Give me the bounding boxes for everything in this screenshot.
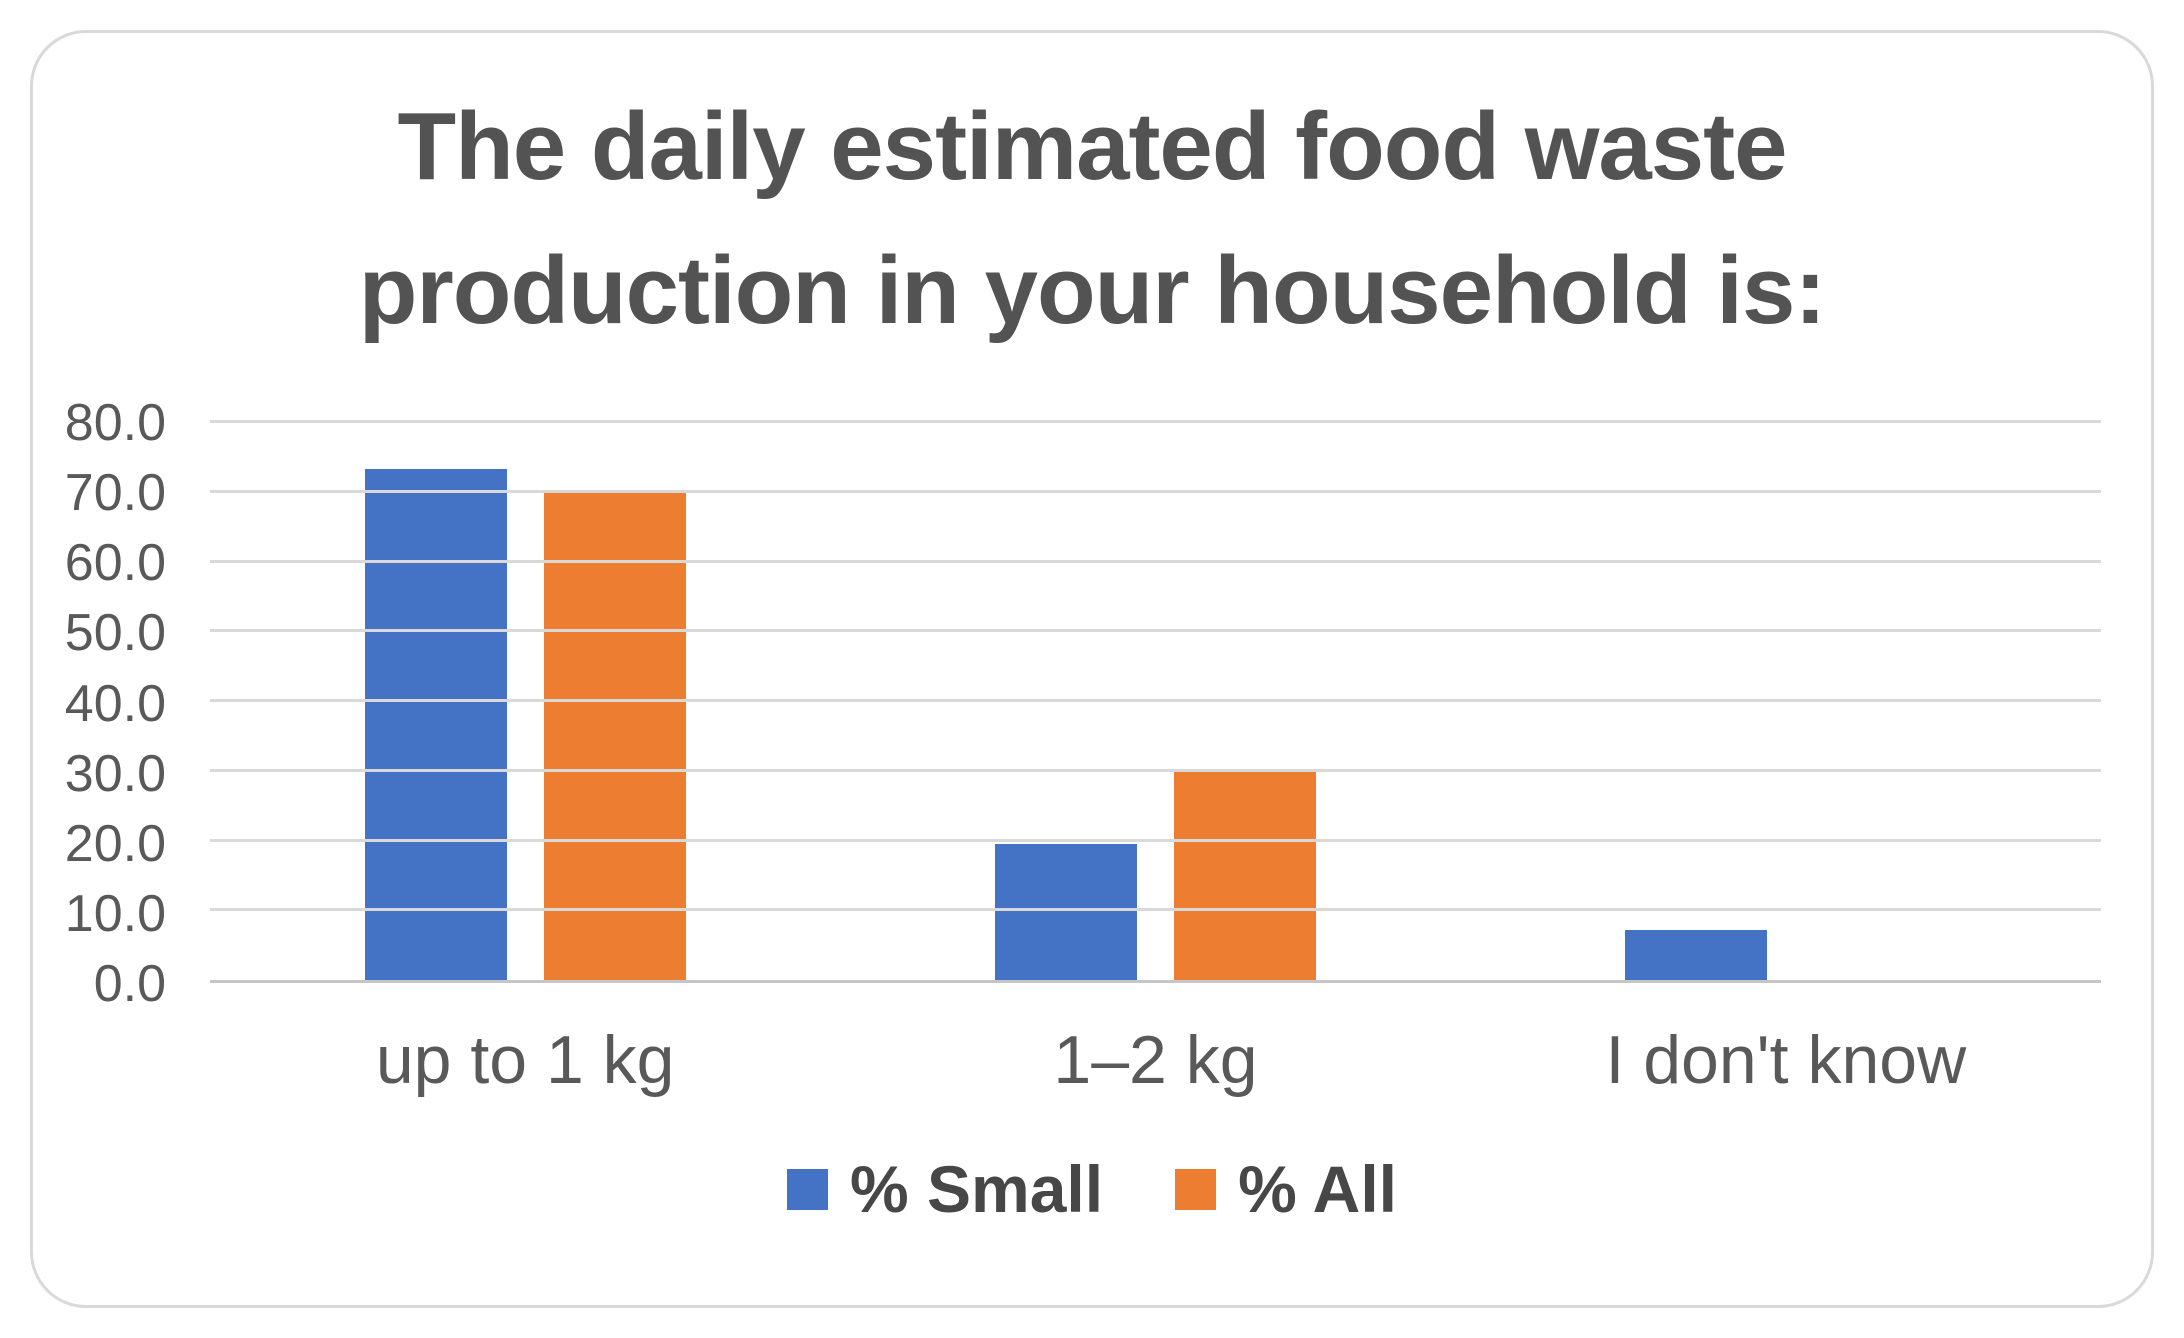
y-tick-label: 40.0 xyxy=(64,674,166,733)
legend-label: % All xyxy=(1238,1152,1398,1226)
y-tick-label: 10.0 xyxy=(64,884,166,943)
y-tick-label: 70.0 xyxy=(64,464,166,523)
gridline xyxy=(210,908,2101,912)
y-tick-label: 60.0 xyxy=(64,534,166,593)
bar-group xyxy=(840,422,1470,980)
y-tick-label: 80.0 xyxy=(64,394,166,452)
y-axis: 0.0 10.0 20.0 30.0 40.0 50.0 60.0 70.0 80.0 xyxy=(33,394,210,1013)
legend-label: % Small xyxy=(849,1152,1104,1226)
bar xyxy=(1173,770,1316,980)
legend: % Small % All xyxy=(33,1151,2151,1227)
plot-area xyxy=(210,420,2101,983)
gridline xyxy=(210,559,2101,563)
chart-title: The daily estimated food waste productio… xyxy=(358,93,1827,344)
gridline xyxy=(210,768,2101,772)
gridline xyxy=(210,629,2101,633)
bar xyxy=(543,491,686,980)
legend-swatch-icon xyxy=(786,1168,828,1210)
chart-body: 0.0 10.0 20.0 30.0 40.0 50.0 60.0 70.0 80.0 xyxy=(33,394,2101,1013)
bar xyxy=(364,468,507,980)
legend-swatch-icon xyxy=(1175,1168,1217,1210)
gridline xyxy=(210,838,2101,842)
bar-group xyxy=(210,422,840,980)
bar xyxy=(994,844,1137,980)
y-tick-label: 20.0 xyxy=(64,814,166,873)
x-axis: up to 1 kg 1–2 kg I don't know xyxy=(210,1021,2101,1099)
gridline xyxy=(210,489,2101,493)
category-label: 1–2 kg xyxy=(1053,1022,1258,1098)
gridline xyxy=(210,420,2101,423)
legend-item: % All xyxy=(1175,1151,1397,1227)
chart-card: The daily estimated food waste productio… xyxy=(30,30,2154,1308)
category-label: up to 1 kg xyxy=(375,1022,675,1098)
legend-item: % Small xyxy=(786,1151,1104,1227)
y-tick-label: 30.0 xyxy=(64,744,166,803)
y-tick-label: 50.0 xyxy=(64,604,166,663)
gridline xyxy=(210,699,2101,702)
bar-group xyxy=(1471,422,2101,980)
y-tick-label: 0.0 xyxy=(93,955,166,1013)
bar xyxy=(1625,929,1768,980)
bar-groups xyxy=(210,422,2101,980)
category-label: I don't know xyxy=(1605,1022,1967,1098)
